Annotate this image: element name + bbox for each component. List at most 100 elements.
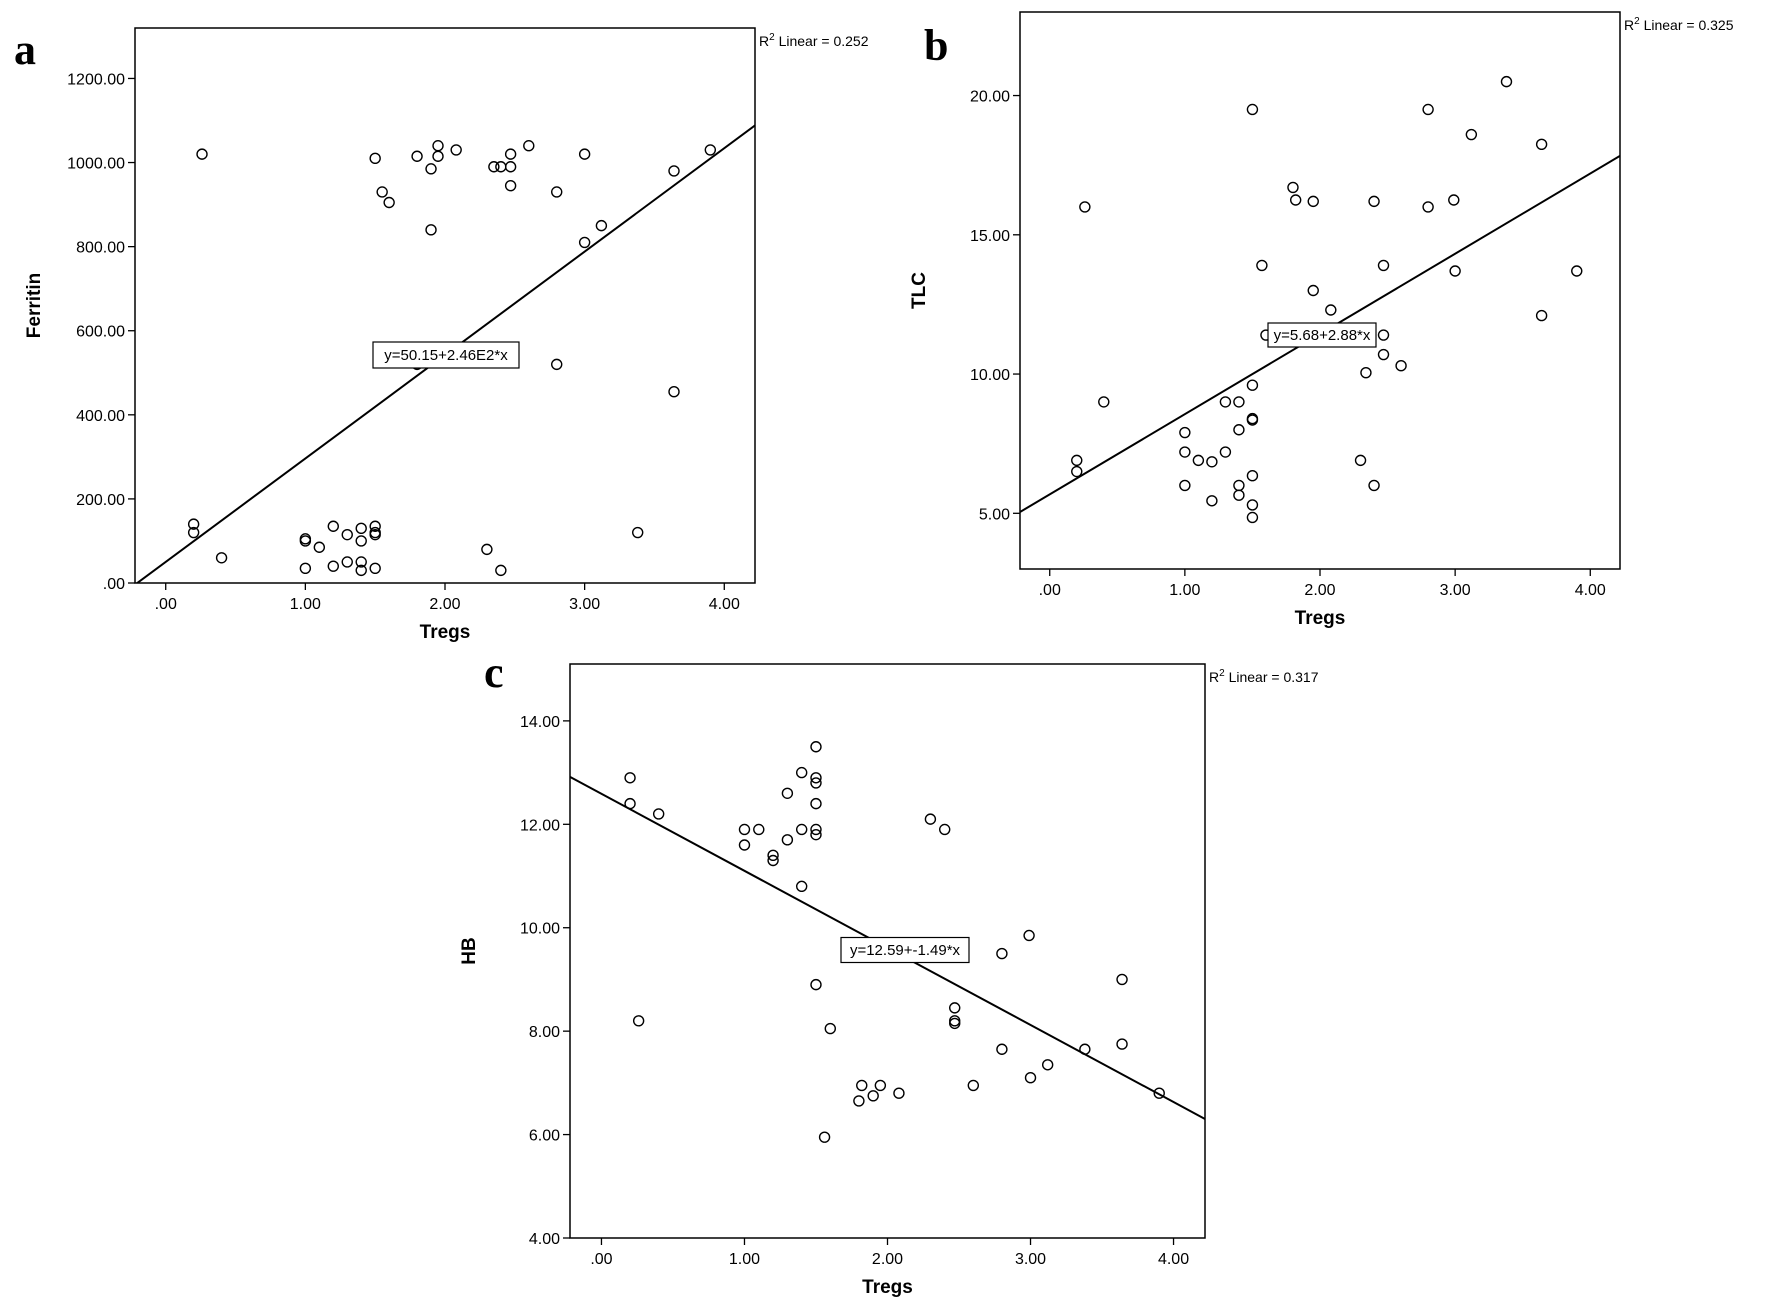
data-point <box>853 1095 865 1107</box>
data-point <box>1500 75 1513 88</box>
data-point <box>1192 454 1205 467</box>
x-tick-label: 1.00 <box>1169 582 1200 599</box>
data-point <box>369 562 381 574</box>
data-point <box>1116 973 1128 986</box>
r2-label: R2 Linear = 0.317 <box>1209 668 1319 685</box>
data-point <box>738 839 751 851</box>
equation-box <box>1267 322 1377 348</box>
data-point <box>1449 265 1461 277</box>
data-point <box>1023 929 1035 942</box>
data-point <box>1325 304 1337 316</box>
data-point <box>795 766 808 779</box>
data-point <box>299 535 312 547</box>
data-point <box>668 385 680 398</box>
data-point <box>523 140 535 152</box>
data-point <box>753 823 765 836</box>
data-point <box>924 813 937 825</box>
data-point <box>355 564 367 577</box>
data-point <box>1246 470 1259 482</box>
data-point <box>996 1043 1008 1055</box>
data-point <box>795 880 808 893</box>
data-point <box>425 163 437 175</box>
y-axis-title: HB <box>459 937 480 964</box>
data-point <box>867 1090 879 1102</box>
x-tick-label: .00 <box>590 1251 612 1268</box>
r2-symbol: R <box>1209 669 1219 685</box>
y-tick-label: 5.00 <box>979 506 1010 523</box>
r2-superscript: 2 <box>1219 668 1225 679</box>
data-point <box>1071 454 1083 467</box>
data-point <box>1179 426 1191 439</box>
data-point <box>1179 446 1191 458</box>
r2-value: Linear = 0.325 <box>1640 17 1734 33</box>
data-point <box>1256 259 1268 272</box>
panel-letter: a <box>14 25 36 74</box>
panel-c: c .00 1.00 2.00 3.00 4.00 4.00 6.00 8.00 10.00 12.… <box>459 648 1319 1298</box>
r2-value: Linear = 0.317 <box>1225 669 1319 685</box>
data-point <box>893 1087 905 1099</box>
x-axis-title: Tregs <box>1295 608 1346 629</box>
data-point <box>1246 499 1259 511</box>
data-point <box>1024 1071 1037 1084</box>
y-tick-label: .00 <box>103 576 125 593</box>
data-point <box>632 1015 645 1027</box>
data-point <box>504 179 517 192</box>
data-point <box>1465 128 1478 141</box>
data-point <box>1246 414 1259 426</box>
data-point <box>369 528 381 541</box>
data-point <box>949 1017 961 1030</box>
data-point <box>652 808 665 820</box>
data-point <box>1098 396 1110 408</box>
data-point <box>1535 309 1548 322</box>
data-point <box>187 518 200 530</box>
data-point <box>1377 348 1390 361</box>
data-point <box>738 823 751 836</box>
data-point <box>1354 454 1367 467</box>
panel-a: a .00 1.00 2.00 3.00 4.00 .00 200.00 400.00 600.0… <box>14 25 869 643</box>
x-tick-label: 1.00 <box>729 1251 760 1268</box>
data-point <box>578 236 591 249</box>
r2-superscript: 2 <box>1634 16 1640 27</box>
x-tick-label: 3.00 <box>569 596 600 613</box>
data-point <box>369 152 381 165</box>
y-tick-label: 6.00 <box>529 1128 560 1145</box>
data-point <box>481 543 493 556</box>
data-point <box>299 562 312 574</box>
equation-box <box>372 341 520 369</box>
data-point <box>856 1079 868 1092</box>
x-axis-title: Tregs <box>420 622 471 643</box>
x-tick-label: 2.00 <box>1304 582 1335 599</box>
data-point <box>624 797 636 810</box>
data-point <box>1206 456 1218 468</box>
data-point <box>1368 195 1380 208</box>
panel-letter: b <box>924 21 948 70</box>
data-point <box>369 520 381 532</box>
data-point <box>1360 366 1372 379</box>
data-point <box>1246 379 1259 391</box>
data-point <box>939 823 951 836</box>
data-point <box>1219 396 1232 408</box>
data-point <box>1289 194 1302 206</box>
equation-label: y=12.59+-1.49*x <box>850 942 961 959</box>
data-point <box>355 522 367 535</box>
data-point <box>504 148 517 160</box>
data-point <box>450 144 462 156</box>
equation-box <box>840 936 970 964</box>
data-point <box>1116 1038 1128 1050</box>
data-point <box>1153 1087 1165 1099</box>
data-point <box>327 560 339 572</box>
y-tick-label: 14.00 <box>520 714 560 731</box>
data-point <box>1377 259 1390 272</box>
panel-letter: c <box>484 648 504 697</box>
data-point <box>355 556 367 568</box>
data-point <box>668 165 680 177</box>
r2-symbol: R <box>759 33 769 49</box>
x-tick-label: 4.00 <box>1158 1251 1189 1268</box>
x-tick-label: 2.00 <box>429 596 460 613</box>
data-point <box>810 741 822 753</box>
data-point <box>810 828 822 841</box>
data-point <box>1041 1059 1054 1071</box>
y-axis-title: TLC <box>909 272 930 309</box>
data-point <box>874 1079 887 1092</box>
